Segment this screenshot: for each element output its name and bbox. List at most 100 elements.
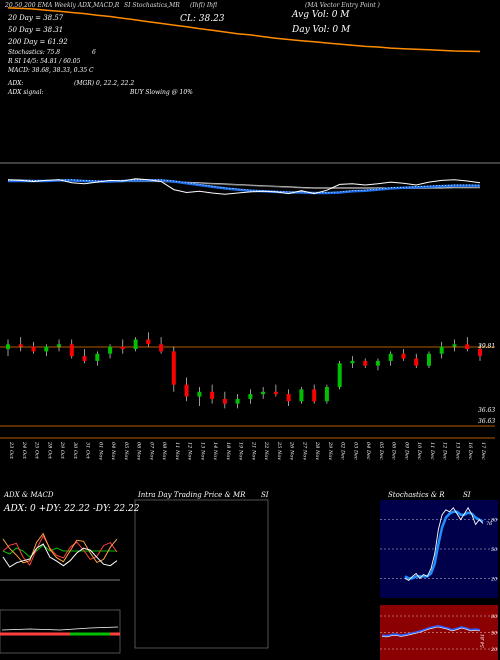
- date-tick-label: 21 Nov: [250, 441, 256, 460]
- osc-title: SI Stochastics,MR: [124, 2, 180, 9]
- date-tick-label: 01 Nov: [97, 442, 103, 460]
- date-tick-label: 05 Dec: [378, 442, 384, 460]
- rsi-tick-label: 20: [490, 647, 498, 653]
- candle-body: [375, 360, 380, 366]
- cl-label: CL: 38.23: [180, 14, 225, 24]
- date-tick-label: 31 Oct: [85, 442, 91, 460]
- date-tick-label: 05 Nov: [123, 442, 129, 460]
- avg-vol-label: Avg Vol: 0 M: [292, 10, 350, 20]
- date-tick-label: 17 Dec: [480, 442, 486, 460]
- date-tick-label: 12 Dec: [442, 442, 448, 460]
- ema20-dotted-line: [8, 179, 481, 193]
- buy-signal: BUY Slowing @ 10%: [130, 89, 193, 96]
- candle-body: [44, 346, 49, 352]
- candle-body: [363, 360, 368, 366]
- candle-body: [439, 346, 444, 354]
- candle-body: [210, 391, 215, 399]
- date-tick-label: 18 Nov: [225, 442, 231, 460]
- date-tick-label: 27 Nov: [301, 441, 307, 460]
- candle-body: [69, 344, 74, 357]
- adx-line-green: [2, 544, 117, 558]
- candle-body: [299, 389, 304, 402]
- rsi-value-label: 54.81: [480, 634, 486, 648]
- date-tick-label: 02 Dec: [340, 442, 346, 460]
- date-tick-label: 14 Nov: [212, 442, 218, 460]
- stock-title: (Ihfl) Ihfl: [190, 2, 218, 9]
- day-vol-label: Day Vol: 0 M: [292, 25, 351, 35]
- stoch-tick-label: 20: [490, 576, 498, 582]
- candle-body: [82, 356, 87, 361]
- candle-body: [452, 344, 457, 347]
- candle-body: [350, 360, 355, 364]
- stoch-value-label: 76: [486, 521, 493, 527]
- price-level-bottom1: 36.63: [478, 407, 496, 414]
- candle-body: [108, 346, 113, 354]
- date-tick-label: 12 Nov: [187, 442, 193, 460]
- date-tick-label: 13 Nov: [199, 442, 205, 460]
- candle-body: [18, 344, 23, 347]
- candle-body: [222, 398, 227, 404]
- candle-body: [57, 344, 61, 347]
- date-tick-label: 19 Nov: [238, 442, 244, 460]
- date-tick-label: 29 Oct: [59, 441, 65, 460]
- candle-body: [120, 346, 125, 349]
- adx-panel-title: ADX & MACD: [4, 491, 54, 499]
- candle-body: [31, 346, 36, 352]
- intraday-title: Intra Day Trading Price & MR: [138, 491, 246, 499]
- adx-line-red: [2, 534, 118, 566]
- date-tick-label: 28 Oct: [46, 441, 52, 460]
- date-tick-label: 22 Nov: [263, 441, 269, 460]
- date-tick-label: 29 Nov: [327, 441, 333, 460]
- candle-body: [146, 339, 151, 345]
- candle-body: [324, 387, 329, 402]
- date-tick-label: 11 Nov: [174, 442, 180, 460]
- date-tick-label: 03 Dec: [352, 442, 358, 460]
- rsi-tick-label: 80: [491, 614, 498, 620]
- ema20-stat: 20 Day = 38.57: [8, 14, 64, 22]
- candle-body: [184, 384, 189, 397]
- price-level-top: 39.81: [478, 343, 496, 350]
- candle-body: [337, 363, 342, 388]
- candle-body: [248, 394, 253, 399]
- adx-line-white: [2, 543, 118, 568]
- rsi-panel-bg: [380, 605, 498, 660]
- adx-label: ADX:: [8, 80, 24, 87]
- indicators-title: 20,50,200 EMA Weekly ADX,MACD,R: [5, 2, 120, 9]
- stoch-val: 6: [92, 49, 96, 56]
- adx-line-orange: [2, 532, 118, 564]
- intraday-si: SI: [261, 491, 269, 499]
- date-tick-label: 07 Nov: [148, 442, 154, 460]
- stoch-panel-title: Stochastics & R: [388, 491, 445, 499]
- candle-body: [133, 339, 138, 349]
- candle-body: [414, 358, 419, 366]
- macd-frame: [0, 609, 121, 654]
- date-tick-label: 23 Oct: [8, 441, 14, 460]
- adx-panel-values: ADX: 0 +DY: 22.22 -DY: 22.22: [4, 504, 140, 514]
- date-tick-label: 30 Oct: [72, 442, 78, 460]
- date-tick-label: 24 Oct: [21, 441, 27, 460]
- adx-vals: (MGR) 0, 22.2, 22.2: [74, 80, 135, 87]
- date-tick-label: 25 Oct: [34, 441, 40, 460]
- intraday-panel: [134, 499, 269, 649]
- ticker-title: (MA Vector Entry Point ): [305, 2, 380, 9]
- candle-body: [261, 391, 266, 395]
- stoch-tick-label: 50: [491, 547, 498, 553]
- rsi-stat: R SI 14/5: 54.81 / 60.05: [8, 58, 81, 65]
- candle-body: [197, 391, 202, 397]
- date-tick-label: 13 Dec: [454, 442, 460, 460]
- date-tick-label: 11 Dec: [429, 442, 435, 460]
- adx-signal-label: ADX signal:: [8, 89, 44, 96]
- date-tick-label: 16 Dec: [467, 442, 473, 460]
- price-level-bottom2: 36.63: [478, 418, 496, 425]
- stoch-panel-si: SI: [463, 491, 471, 499]
- date-tick-label: 10 Dec: [416, 442, 422, 460]
- candle-body: [171, 351, 176, 385]
- date-tick-label: 04 Dec: [365, 442, 371, 460]
- date-tick-label: 08 Nov: [161, 442, 167, 460]
- rsi-line: [381, 624, 481, 637]
- candle-body: [478, 349, 482, 357]
- macd-line: [1, 626, 119, 631]
- date-tick-label: 04 Nov: [110, 442, 116, 460]
- ema50-stat: 50 Day = 38.31: [8, 26, 64, 34]
- ema20-line: [8, 179, 481, 195]
